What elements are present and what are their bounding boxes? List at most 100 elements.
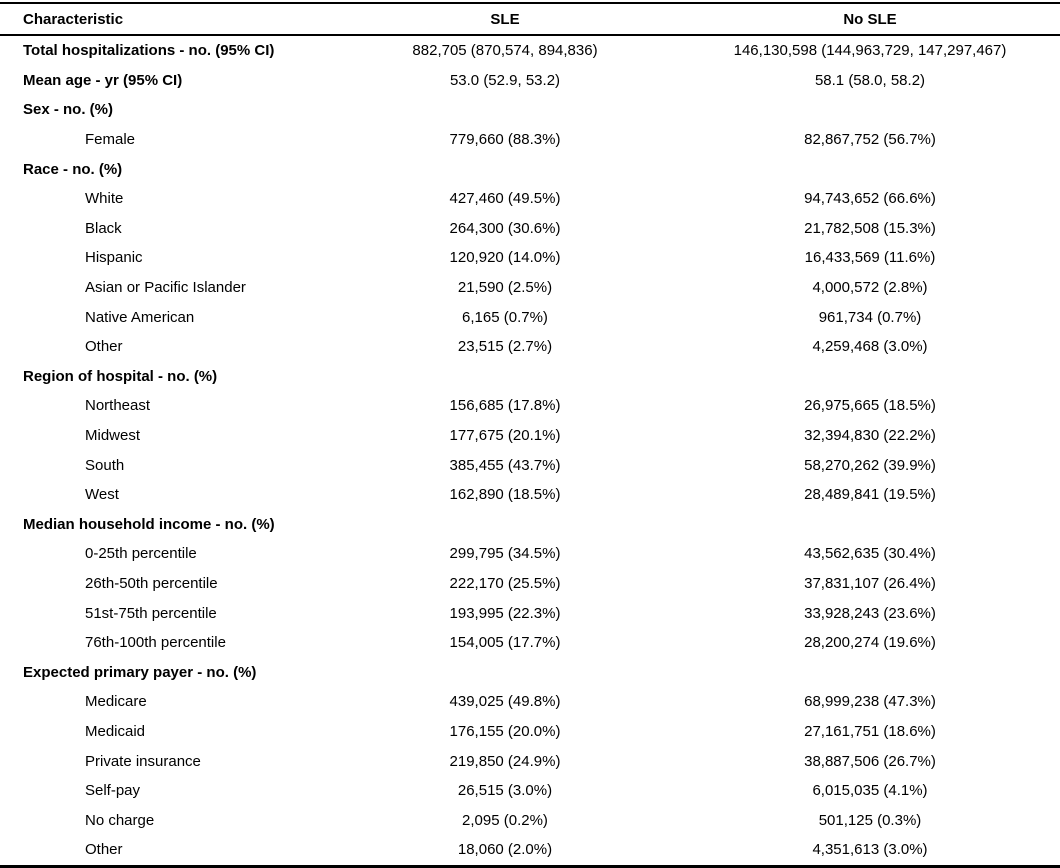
row-label: Medicare xyxy=(85,693,147,711)
row-label: No charge xyxy=(85,811,155,829)
row-label: Sex - no. (%) xyxy=(23,101,114,119)
row-label: Other xyxy=(85,841,123,859)
sle-value: 176,155 (20.0%) xyxy=(449,722,561,740)
no-sle-value: 58,270,262 (39.9%) xyxy=(804,456,936,474)
table-row: Native American 6,165 (0.7%) 961,734 (0.7%… xyxy=(0,302,1060,332)
row-label: Private insurance xyxy=(85,752,201,770)
table-row: Private insurance 219,850 (24.9%) 38,887,5… xyxy=(0,746,1060,776)
row-label: White xyxy=(85,190,124,208)
table-body: Total hospitalizations - no. (95% CI) 882… xyxy=(0,36,1060,865)
sle-value: 6,165 (0.7%) xyxy=(462,308,548,326)
table-row: Expected primary payer - no. (%) xyxy=(0,657,1060,687)
table-row: Self-pay 26,515 (3.0%) 6,015,035 (4.1%) xyxy=(0,776,1060,806)
no-sle-value: 82,867,752 (56.7%) xyxy=(804,131,936,149)
table-row: Black 264,300 (30.6%) 21,782,508 (15.3%) xyxy=(0,214,1060,244)
table-row: Other 23,515 (2.7%) 4,259,468 (3.0%) xyxy=(0,332,1060,362)
table-row: Sex - no. (%) xyxy=(0,95,1060,125)
sle-value: 299,795 (34.5%) xyxy=(449,545,561,563)
no-sle-value: 961,734 (0.7%) xyxy=(818,308,922,326)
no-sle-value: 21,782,508 (15.3%) xyxy=(804,219,936,237)
no-sle-value: 28,489,841 (19.5%) xyxy=(804,486,936,504)
no-sle-value: 37,831,107 (26.4%) xyxy=(804,574,936,592)
row-label: Female xyxy=(85,131,136,149)
no-sle-value: 4,351,613 (3.0%) xyxy=(812,841,928,859)
table-row: Midwest 177,675 (20.1%) 32,394,830 (22.2%) xyxy=(0,421,1060,451)
row-label: Midwest xyxy=(85,427,141,445)
row-label: Asian or Pacific Islander xyxy=(85,279,246,297)
row-label: Other xyxy=(85,338,123,356)
sle-value: 162,890 (18.5%) xyxy=(449,486,561,504)
table-row: 51st-75th percentile 193,995 (22.3%) 33,92… xyxy=(0,598,1060,628)
table-row: Region of hospital - no. (%) xyxy=(0,362,1060,392)
sle-value: 26,515 (3.0%) xyxy=(457,782,553,800)
row-label: Black xyxy=(85,219,122,237)
row-label: West xyxy=(85,486,119,504)
table-row: Race - no. (%) xyxy=(0,154,1060,184)
no-sle-value: 94,743,652 (66.6%) xyxy=(804,190,936,208)
row-label: Race - no. (%) xyxy=(23,160,123,178)
row-label: Self-pay xyxy=(85,782,141,800)
table-row: 26th-50th percentile 222,170 (25.5%) 37,83… xyxy=(0,569,1060,599)
no-sle-value: 26,975,665 (18.5%) xyxy=(804,397,936,415)
row-label: Native American xyxy=(85,308,195,326)
table-row: No charge 2,095 (0.2%) 501,125 (0.3%) xyxy=(0,805,1060,835)
row-label: 26th-50th percentile xyxy=(85,574,218,592)
row-label: Total hospitalizations - no. (95% CI) xyxy=(23,42,275,60)
sle-value: 264,300 (30.6%) xyxy=(449,219,561,237)
sle-value: 193,995 (22.3%) xyxy=(449,604,561,622)
sle-value: 53.0 (52.9, 53.2) xyxy=(449,71,561,89)
no-sle-value: 32,394,830 (22.2%) xyxy=(804,427,936,445)
sle-value: 219,850 (24.9%) xyxy=(449,752,561,770)
sle-value: 882,705 (870,574, 894,836) xyxy=(412,42,598,60)
row-label: Expected primary payer - no. (%) xyxy=(23,663,257,681)
column-header-characteristic: Characteristic xyxy=(23,10,124,28)
sle-value: 2,095 (0.2%) xyxy=(462,811,548,829)
no-sle-value: 38,887,506 (26.7%) xyxy=(804,752,936,770)
no-sle-value: 58.1 (58.0, 58.2) xyxy=(814,71,926,89)
table-row: Total hospitalizations - no. (95% CI) 882… xyxy=(0,36,1060,66)
sle-value: 222,170 (25.5%) xyxy=(449,574,561,592)
no-sle-value: 43,562,635 (30.4%) xyxy=(804,545,936,563)
no-sle-value: 28,200,274 (19.6%) xyxy=(804,634,936,652)
sle-value: 177,675 (20.1%) xyxy=(449,427,561,445)
table-row: Mean age - yr (95% CI) 53.0 (52.9, 53.2) 5… xyxy=(0,66,1060,96)
table-row: 76th-100th percentile 154,005 (17.7%) 28,2… xyxy=(0,628,1060,658)
no-sle-value: 16,433,569 (11.6%) xyxy=(804,249,936,267)
column-header-sle: SLE xyxy=(490,10,520,28)
no-sle-value: 33,928,243 (23.6%) xyxy=(804,604,936,622)
table-row: West 162,890 (18.5%) 28,489,841 (19.5%) xyxy=(0,480,1060,510)
no-sle-value: 6,015,035 (4.1%) xyxy=(812,782,928,800)
row-label: Median household income - no. (%) xyxy=(23,515,275,533)
row-label: 76th-100th percentile xyxy=(85,634,226,652)
no-sle-value: 146,130,598 (144,963,729, 147,297,467) xyxy=(733,42,1007,60)
sle-value: 21,590 (2.5%) xyxy=(457,279,553,297)
table-row: Medicare 439,025 (49.8%) 68,999,238 (47.3%… xyxy=(0,687,1060,717)
sle-value: 385,455 (43.7%) xyxy=(449,456,561,474)
row-label: South xyxy=(85,456,125,474)
sle-value: 427,460 (49.5%) xyxy=(449,190,561,208)
table-row: Northeast 156,685 (17.8%) 26,975,665 (18.5… xyxy=(0,391,1060,421)
table-row: Median household income - no. (%) xyxy=(0,510,1060,540)
table-row: Female 779,660 (88.3%) 82,867,752 (56.7%) xyxy=(0,125,1060,155)
table-row: Asian or Pacific Islander 21,590 (2.5%) 4,… xyxy=(0,273,1060,303)
sle-value: 154,005 (17.7%) xyxy=(449,634,561,652)
sle-value: 23,515 (2.7%) xyxy=(457,338,553,356)
table-row: South 385,455 (43.7%) 58,270,262 (39.9%) xyxy=(0,450,1060,480)
row-label: Region of hospital - no. (%) xyxy=(23,367,218,385)
no-sle-value: 501,125 (0.3%) xyxy=(818,811,922,829)
row-label: Medicaid xyxy=(85,722,146,740)
row-label: 0-25th percentile xyxy=(85,545,197,563)
no-sle-value: 4,000,572 (2.8%) xyxy=(812,279,928,297)
row-label: Hispanic xyxy=(85,249,143,267)
no-sle-value: 4,259,468 (3.0%) xyxy=(812,338,928,356)
table-row: Hispanic 120,920 (14.0%) 16,433,569 (11.6%… xyxy=(0,243,1060,273)
sle-value: 120,920 (14.0%) xyxy=(449,249,561,267)
sle-value: 779,660 (88.3%) xyxy=(449,131,561,149)
row-label: 51st-75th percentile xyxy=(85,604,217,622)
row-label: Northeast xyxy=(85,397,151,415)
sle-value: 156,685 (17.8%) xyxy=(449,397,561,415)
column-header-no-sle: No SLE xyxy=(843,10,897,28)
table-row: 0-25th percentile 299,795 (34.5%) 43,562,6… xyxy=(0,539,1060,569)
sle-value: 18,060 (2.0%) xyxy=(457,841,553,859)
